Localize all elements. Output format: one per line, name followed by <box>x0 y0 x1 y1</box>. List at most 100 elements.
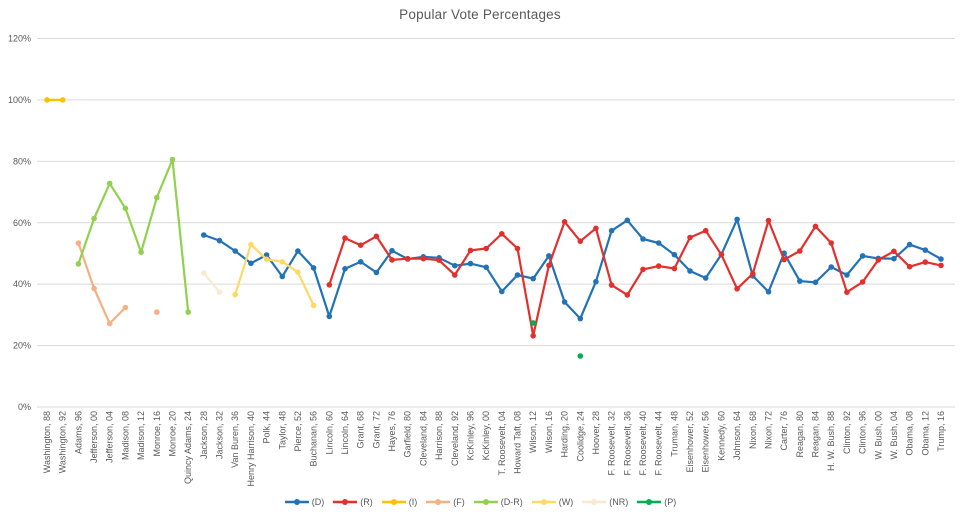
series-line-(NR) <box>202 272 221 294</box>
legend-swatch-(D-R) <box>473 499 498 505</box>
data-point-(R) <box>938 262 944 269</box>
data-point-(D-R) <box>122 205 129 212</box>
legend-item-(I)[interactable]: (I) <box>381 497 417 507</box>
x-axis-tick-label: Cleveland, 84 <box>418 411 428 466</box>
data-point-(R) <box>844 289 850 296</box>
legend-item-(W)[interactable]: (W) <box>531 497 574 507</box>
data-point-(D) <box>326 313 333 320</box>
legend-swatch-(D) <box>284 499 309 505</box>
data-point-(D) <box>389 247 395 254</box>
x-axis-tick-label: Wilson, 16 <box>544 411 554 453</box>
series-line-(R) <box>328 219 943 337</box>
legend-swatch-(I) <box>381 499 406 505</box>
x-axis-tick-label: Buchanan, 56 <box>309 411 319 467</box>
data-point-(R) <box>436 257 442 264</box>
data-point-(D) <box>342 266 348 272</box>
data-point-(D) <box>702 275 709 281</box>
legend-item-(NR)[interactable]: (NR) <box>581 497 628 507</box>
data-point-(D) <box>859 253 866 259</box>
x-axis-tick-label: Van Buren, 36 <box>230 411 240 468</box>
x-axis-tick-label: Clinton, 96 <box>858 411 868 454</box>
x-axis-tick-label: Lincoln, 60 <box>324 411 334 455</box>
data-point-(NR) <box>216 289 223 296</box>
data-point-(D) <box>295 248 301 254</box>
y-axis-tick-label: 40% <box>13 279 31 289</box>
data-point-(R) <box>452 272 458 278</box>
legend-swatch-(W) <box>531 499 556 505</box>
x-axis-tick-label: Hayes, 76 <box>387 411 397 452</box>
data-point-(D) <box>248 260 254 267</box>
data-point-(D) <box>828 264 834 270</box>
data-point-(R) <box>404 255 411 262</box>
data-point-(R) <box>906 263 913 270</box>
legend-marker <box>646 499 653 505</box>
data-point-(D) <box>624 217 631 224</box>
data-point-(W) <box>310 302 317 309</box>
x-axis-tick-label: Polk, 44 <box>262 411 272 444</box>
legend-item-(D)[interactable]: (D) <box>284 497 324 507</box>
x-axis-tick-label: H. W. Bush, 88 <box>826 411 836 471</box>
data-point-(D) <box>593 278 599 285</box>
data-point-(D-R) <box>138 249 144 255</box>
data-point-(R) <box>326 282 333 288</box>
data-point-(F) <box>122 304 129 311</box>
legend-label: (NR) <box>609 497 629 507</box>
x-axis-tick-label: Monroe, 16 <box>152 411 162 457</box>
chart-legend: (D) (R) (I) (F) (D-R) (W) (NR) (P) <box>0 497 960 507</box>
x-axis-tick-label: Clinton, 92 <box>842 411 852 454</box>
x-axis-tick-label: F. Roosevelt, 36 <box>622 411 632 476</box>
data-point-(D) <box>608 227 615 234</box>
x-axis-tick-label: Obama, 12 <box>920 411 930 456</box>
legend-swatch-(P) <box>637 499 662 505</box>
x-axis-tick-label: Washington, 88 <box>42 411 52 473</box>
data-point-(R) <box>718 251 725 258</box>
data-point-(D) <box>561 299 568 305</box>
legend-marker <box>591 499 598 505</box>
data-point-(R) <box>655 263 662 269</box>
series-line-(W) <box>234 243 315 307</box>
chart-title: Popular Vote Percentages <box>399 7 561 22</box>
data-point-(D) <box>216 237 223 244</box>
data-point-(R) <box>828 240 834 246</box>
data-point-(D) <box>734 216 740 223</box>
x-axis-tick-label: KcKinley, 96 <box>465 411 475 460</box>
data-point-(D) <box>891 255 897 262</box>
data-point-(R) <box>546 262 552 269</box>
x-axis-tick-label: F. Roosevelt, 32 <box>607 411 617 476</box>
data-point-(D-R) <box>91 215 97 222</box>
legend-marker <box>540 499 547 505</box>
legend-item-(R)[interactable]: (R) <box>332 497 373 507</box>
x-axis-tick-label: Grant, 72 <box>371 411 381 449</box>
x-axis-tick-label: Garfield, 80 <box>403 411 413 458</box>
data-point-(R) <box>875 257 882 263</box>
data-point-(R) <box>765 217 772 224</box>
x-axis-tick-label: Carter, 76 <box>779 411 789 451</box>
data-point-(D) <box>530 275 536 282</box>
x-axis-tick-label: Madison, 08 <box>120 411 130 460</box>
data-point-(D) <box>310 265 317 271</box>
x-axis-tick-label: Adams, 96 <box>73 411 83 454</box>
data-point-(R) <box>530 333 536 339</box>
data-point-(R) <box>608 282 615 288</box>
data-point-(D) <box>201 232 207 238</box>
y-axis-tick-label: 20% <box>13 341 31 351</box>
x-axis-tick-label: Lincoln, 64 <box>340 411 350 455</box>
data-point-(R) <box>734 286 740 292</box>
legend-swatch-(R) <box>333 499 358 505</box>
data-point-(D) <box>514 272 521 278</box>
x-axis-tick-label: Grant, 68 <box>356 411 366 449</box>
x-axis-tick-label: Jefferson, 00 <box>89 411 99 463</box>
x-axis-tick-label: Kennedy, 60 <box>716 411 726 461</box>
data-point-(R) <box>561 219 568 225</box>
y-axis-tick-label: 100% <box>8 95 31 105</box>
legend-item-(D-R)[interactable]: (D-R) <box>473 497 523 507</box>
data-point-(R) <box>342 235 348 241</box>
legend-label: (W) <box>558 497 574 507</box>
x-axis-tick-label: Nixon, 72 <box>763 411 773 449</box>
legend-label: (P) <box>664 497 677 507</box>
legend-item-(F)[interactable]: (F) <box>425 497 465 507</box>
data-point-(F) <box>154 309 160 315</box>
legend-item-(P)[interactable]: (P) <box>636 497 676 507</box>
x-axis-tick-label: Cleveland, 92 <box>450 411 460 466</box>
data-point-(D) <box>797 278 803 284</box>
